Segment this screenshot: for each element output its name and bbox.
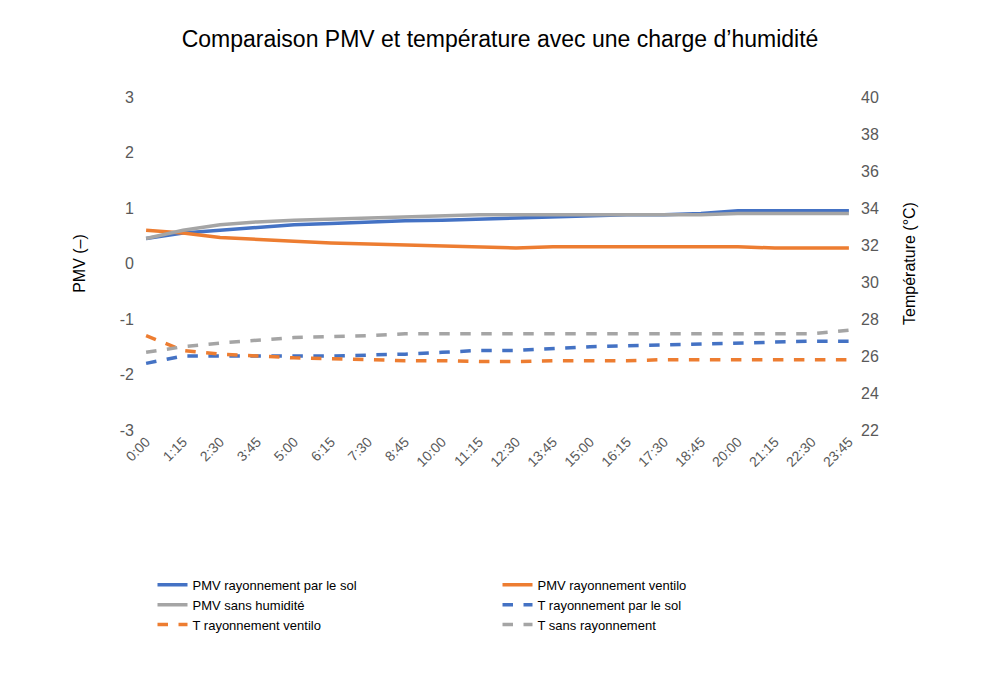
svg-text:26: 26 (861, 348, 879, 365)
svg-text:0:00: 0:00 (123, 434, 154, 465)
svg-text:T rayonnement ventilo: T rayonnement ventilo (193, 618, 321, 633)
svg-text:40: 40 (861, 89, 879, 106)
svg-text:3: 3 (125, 89, 134, 106)
svg-text:-3: -3 (120, 422, 134, 439)
svg-text:-2: -2 (120, 366, 134, 383)
svg-text:PMV rayonnement ventilo: PMV rayonnement ventilo (538, 578, 687, 593)
svg-text:24: 24 (861, 385, 879, 402)
svg-text:28: 28 (861, 311, 879, 328)
svg-text:PMV sans humidité: PMV sans humidité (193, 598, 305, 613)
svg-text:38: 38 (861, 126, 879, 143)
svg-text:5:00: 5:00 (271, 434, 302, 465)
svg-text:18:45: 18:45 (672, 434, 708, 470)
svg-text:22:30: 22:30 (783, 434, 819, 470)
svg-text:-1: -1 (120, 311, 134, 328)
svg-text:6:15: 6:15 (308, 434, 339, 465)
svg-text:21:15: 21:15 (746, 434, 782, 470)
svg-text:PMV rayonnement par le sol: PMV rayonnement par le sol (193, 578, 357, 593)
svg-text:Comparaison PMV et température: Comparaison PMV et température avec une … (182, 26, 819, 52)
svg-text:8:45: 8:45 (382, 434, 413, 465)
svg-text:0: 0 (125, 255, 134, 272)
svg-text:1: 1 (125, 200, 134, 217)
svg-text:1:15: 1:15 (160, 434, 191, 465)
svg-text:10:00: 10:00 (413, 434, 449, 470)
svg-text:12:30: 12:30 (487, 434, 523, 470)
svg-text:32: 32 (861, 237, 879, 254)
svg-text:30: 30 (861, 274, 879, 291)
svg-text:36: 36 (861, 163, 879, 180)
svg-text:23:45: 23:45 (820, 434, 856, 470)
svg-text:13:45: 13:45 (524, 434, 560, 470)
svg-text:Température (°C): Température (°C) (901, 202, 918, 325)
svg-text:3:45: 3:45 (234, 434, 265, 465)
svg-text:15:00: 15:00 (561, 434, 597, 470)
svg-text:16:15: 16:15 (598, 434, 634, 470)
svg-text:34: 34 (861, 200, 879, 217)
svg-text:22: 22 (861, 422, 879, 439)
svg-text:T rayonnement par le sol: T rayonnement par le sol (538, 598, 682, 613)
svg-text:11:15: 11:15 (451, 434, 487, 470)
svg-text:7:30: 7:30 (345, 434, 376, 465)
svg-text:2:30: 2:30 (197, 434, 228, 465)
svg-text:17:30: 17:30 (635, 434, 671, 470)
svg-text:T sans rayonnement: T sans rayonnement (538, 618, 657, 633)
svg-text:2: 2 (125, 144, 134, 161)
svg-text:PMV (–): PMV (–) (71, 234, 88, 293)
svg-text:20:00: 20:00 (709, 434, 745, 470)
